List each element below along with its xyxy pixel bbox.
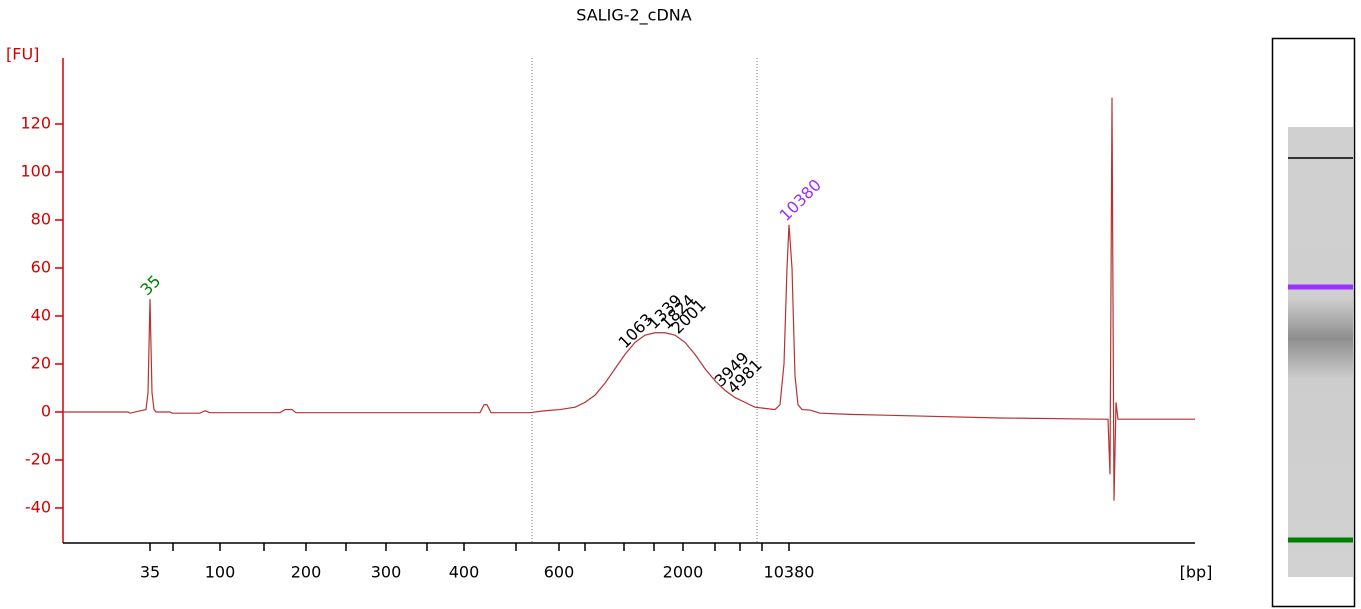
- x-tick-label: 200: [291, 563, 322, 582]
- y-tick-label: -20: [25, 449, 51, 468]
- peak-label: 35: [137, 271, 165, 299]
- x-tick-label: 600: [544, 563, 575, 582]
- x-tick-label: 10380: [764, 563, 815, 582]
- y-tick-label: 100: [20, 161, 51, 180]
- trace: [63, 97, 1195, 501]
- chart-title: SALIG-2_cDNA: [576, 6, 691, 26]
- y-axis-label: [FU]: [6, 45, 39, 64]
- peak-label: 10380: [776, 175, 825, 224]
- x-axis-label: [bp]: [1180, 563, 1213, 582]
- y-tick-label: 40: [31, 305, 51, 324]
- y-tick-label: -40: [25, 497, 51, 516]
- x-tick-label: 35: [140, 563, 160, 582]
- x-tick-label: 100: [205, 563, 236, 582]
- y-tick-label: 60: [31, 257, 51, 276]
- x-tick-label: 300: [371, 563, 402, 582]
- x-tick-label: 400: [449, 563, 480, 582]
- y-tick-label: 80: [31, 209, 51, 228]
- gel-lane: [1271, 37, 1356, 608]
- gel-band: [1288, 127, 1353, 577]
- y-tick-label: 120: [20, 113, 51, 132]
- x-tick-label: 2000: [663, 563, 704, 582]
- y-tick-label: 0: [41, 401, 51, 420]
- y-tick-label: 20: [31, 353, 51, 372]
